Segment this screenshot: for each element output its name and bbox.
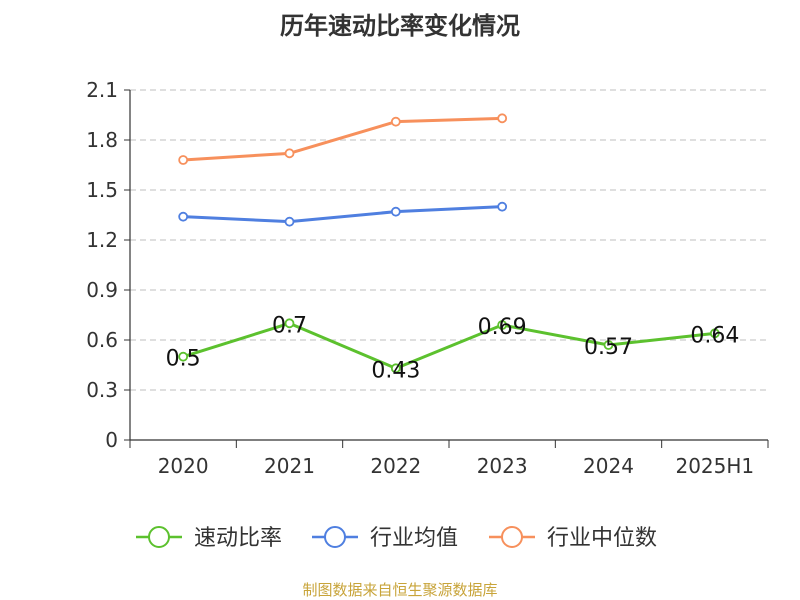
data-point-industry-average <box>178 211 189 222</box>
data-point-industry-median <box>390 116 401 127</box>
data-point-quick-ratio <box>709 328 720 339</box>
legend-label: 速动比率 <box>194 526 282 551</box>
data-point-industry-average <box>497 201 508 212</box>
x-tick-label: 2024 <box>583 454 634 478</box>
y-tick-label: 2.1 <box>86 78 118 102</box>
y-tick-label: 1.2 <box>86 228 118 252</box>
y-tick-label: 1.5 <box>86 178 118 202</box>
x-tick-label: 2025H1 <box>675 454 754 478</box>
x-tick-label: 2022 <box>370 454 421 478</box>
data-point-quick-ratio <box>390 363 401 374</box>
data-point-quick-ratio <box>603 340 614 350</box>
series-line-industry-median <box>183 116 503 162</box>
data-label: 0.43 <box>371 358 420 383</box>
series-line-quick-ratio <box>182 321 715 370</box>
data-point-quick-ratio <box>178 351 189 362</box>
data-point-industry-median <box>284 148 295 159</box>
data-label: 0.57 <box>584 335 633 360</box>
data-labels: 0.5 0.7 0.43 0.69 0.57 0.64 <box>166 313 740 383</box>
x-tick-label: 2020 <box>158 454 209 478</box>
data-point-industry-median <box>497 113 508 124</box>
data-label: 0.64 <box>690 323 739 348</box>
grid-lines <box>130 89 768 391</box>
legend-item: 行业中位数 <box>489 526 657 551</box>
data-label: 0.5 <box>166 347 201 372</box>
legend-item: 速动比率 <box>136 526 282 551</box>
legend-marker <box>501 526 523 548</box>
y-tick-label: 0.3 <box>86 378 118 402</box>
legend-marker <box>148 526 170 548</box>
legend-item: 行业均值 <box>312 526 458 551</box>
data-point-industry-average <box>284 216 295 227</box>
legend-label: 行业均值 <box>370 526 458 551</box>
data-point-industry-median <box>178 155 189 165</box>
source-note: 制图数据来自恒生聚源数据库 <box>302 581 497 599</box>
y-tick-label: 1.8 <box>86 128 118 152</box>
data-point-quick-ratio <box>284 318 295 329</box>
x-tick-label: 2021 <box>264 454 315 478</box>
series-line-industry-average <box>183 205 503 224</box>
data-point-quick-ratio <box>497 320 508 330</box>
data-label: 0.7 <box>272 313 307 338</box>
x-tick-label: 2023 <box>477 454 528 478</box>
legend-marker <box>324 526 346 548</box>
y-tick-label: 0.6 <box>86 328 118 352</box>
data-label: 0.69 <box>478 315 527 340</box>
axes: 0 0.3 0.6 0.9 1.2 1.5 1.8 2.1 2020 2021 2022 2023 20… <box>86 78 769 478</box>
y-tick-label: 0 <box>105 428 118 452</box>
legend-label: 行业中位数 <box>547 526 657 551</box>
data-point-industry-average <box>390 206 401 217</box>
legend: 速动比率 行业均值 行业中位数 <box>136 526 657 551</box>
chart-title: 历年速动比率变化情况 <box>280 12 520 40</box>
series-group <box>178 113 720 374</box>
y-tick-label: 0.9 <box>86 278 118 302</box>
